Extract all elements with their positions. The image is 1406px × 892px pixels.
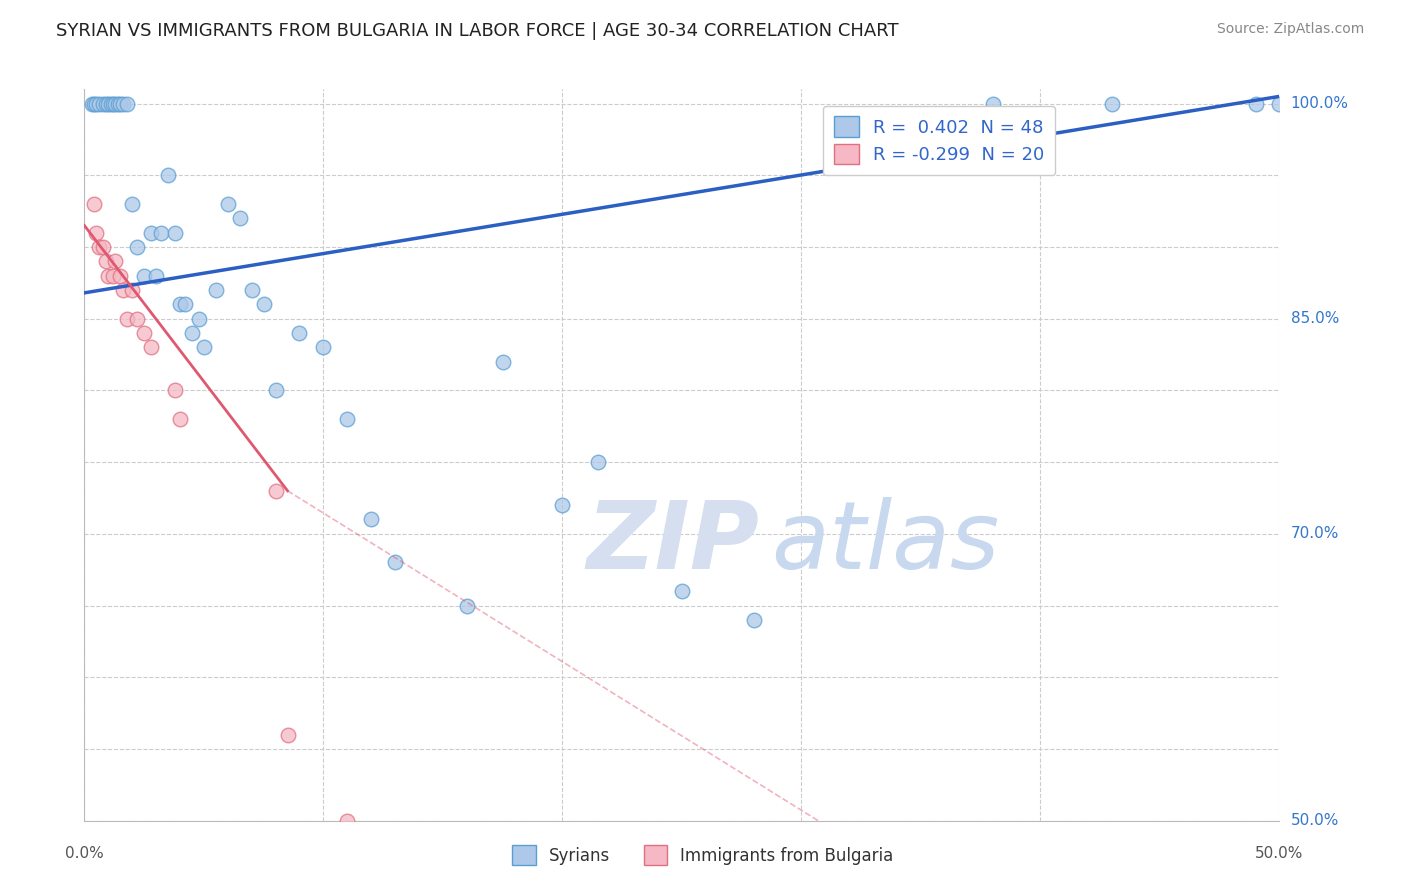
Text: ZIP: ZIP (586, 497, 759, 589)
Point (336, 412, 359, 426)
Point (111, 96, 134, 111)
Point (312, 340, 335, 354)
Text: 70.0%: 70.0% (1291, 526, 1339, 541)
Point (1268, 96, 1291, 111)
Point (94, 96, 117, 111)
Point (107, 96, 129, 111)
Point (132, 326, 156, 340)
Point (100, 96, 122, 111)
Legend: Syrians, Immigrants from Bulgaria: Syrians, Immigrants from Bulgaria (502, 836, 904, 875)
Point (384, 556, 406, 570)
Point (1101, 96, 1123, 111)
Point (264, 384, 287, 398)
Point (101, 96, 124, 111)
Point (117, 96, 139, 111)
Point (671, 584, 693, 599)
Point (110, 268, 132, 283)
Text: 85.0%: 85.0% (1291, 311, 1339, 326)
Point (101, 268, 124, 283)
Point (228, 211, 252, 226)
Point (104, 96, 127, 111)
Point (205, 283, 228, 297)
Text: Source: ZipAtlas.com: Source: ZipAtlas.com (1216, 22, 1364, 37)
Point (87, 96, 110, 111)
Point (240, 283, 263, 297)
Point (169, 297, 191, 311)
Point (97, 96, 120, 111)
Point (165, 384, 187, 398)
Point (264, 483, 287, 498)
Point (104, 254, 127, 268)
Point (173, 297, 195, 311)
Point (80, 96, 103, 111)
Point (93, 240, 115, 254)
Point (94, 254, 117, 268)
Point (145, 268, 167, 283)
Text: SYRIAN VS IMMIGRANTS FROM BULGARIA IN LABOR FORCE | AGE 30-34 CORRELATION CHART: SYRIAN VS IMMIGRANTS FROM BULGARIA IN LA… (56, 22, 898, 40)
Point (125, 240, 148, 254)
Text: 0.0%: 0.0% (65, 846, 104, 861)
Point (588, 455, 610, 469)
Point (336, 814, 359, 828)
Point (121, 283, 143, 297)
Point (360, 512, 382, 526)
Point (1244, 96, 1267, 111)
Point (492, 354, 515, 368)
Text: atlas: atlas (772, 497, 1000, 588)
Point (87, 240, 110, 254)
Point (180, 326, 202, 340)
Point (97, 268, 120, 283)
Point (121, 197, 143, 211)
Point (83, 96, 105, 111)
Point (141, 226, 163, 240)
Point (253, 297, 276, 311)
Point (456, 599, 478, 613)
Point (193, 340, 215, 354)
Point (84, 96, 107, 111)
Point (125, 311, 148, 326)
Point (981, 96, 1004, 111)
Point (132, 268, 156, 283)
Point (84, 226, 107, 240)
Point (188, 311, 211, 326)
Point (149, 226, 172, 240)
Point (288, 326, 311, 340)
Point (141, 340, 163, 354)
Point (169, 412, 191, 426)
Text: 100.0%: 100.0% (1291, 96, 1348, 111)
Point (83, 197, 105, 211)
Legend: R =  0.402  N = 48, R = -0.299  N = 20: R = 0.402 N = 48, R = -0.299 N = 20 (823, 105, 1056, 175)
Point (93, 96, 115, 111)
Point (165, 226, 187, 240)
Point (110, 96, 132, 111)
Point (551, 498, 574, 512)
Point (276, 728, 298, 742)
Text: 50.0%: 50.0% (1291, 814, 1339, 828)
Point (157, 168, 180, 182)
Point (217, 197, 239, 211)
Point (111, 283, 134, 297)
Text: 50.0%: 50.0% (1256, 846, 1303, 861)
Point (117, 311, 139, 326)
Point (742, 613, 765, 627)
